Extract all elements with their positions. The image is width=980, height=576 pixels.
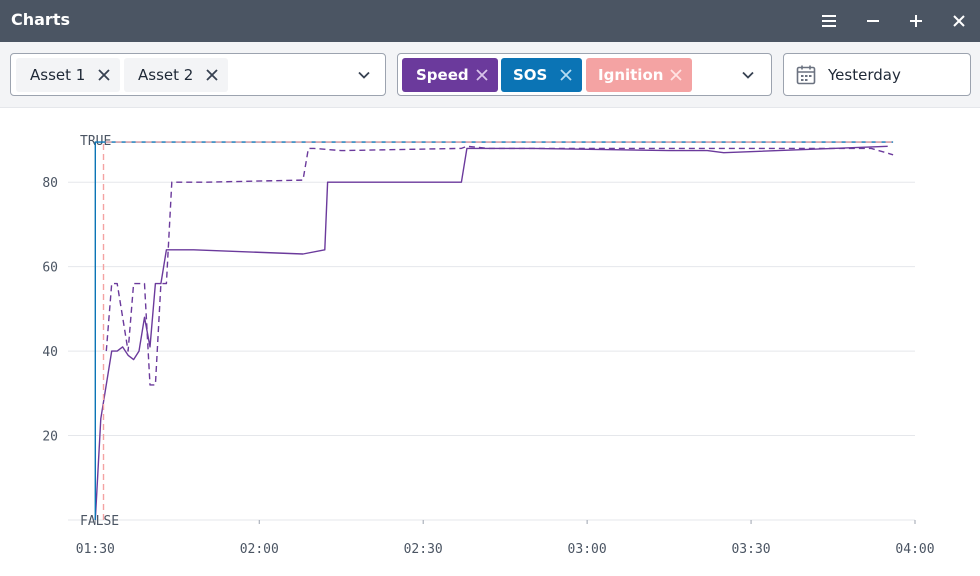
series-line-ignition-asset-1 xyxy=(102,141,894,520)
y-tick-label: 20 xyxy=(42,430,58,445)
remove-icon[interactable] xyxy=(475,68,489,82)
series-line-sos-asset-1 xyxy=(94,141,894,520)
series-line-speed-asset-2 xyxy=(105,145,894,386)
window-title: Charts xyxy=(11,10,70,29)
date-range-label: Yesterday xyxy=(828,66,901,84)
x-tick-label: 02:30 xyxy=(404,542,443,557)
y-tick-label: 40 xyxy=(42,345,58,360)
y-tick-label: 80 xyxy=(42,176,58,191)
date-range-picker[interactable]: Yesterday xyxy=(783,53,971,96)
menu-icon[interactable] xyxy=(815,7,843,35)
title-bar: Charts xyxy=(0,0,980,42)
remove-icon[interactable] xyxy=(559,68,573,82)
x-tick-label: 01:30 xyxy=(76,542,115,557)
maximize-icon[interactable] xyxy=(902,7,930,35)
metric-chip-speed: Speed xyxy=(402,58,498,92)
x-tick-label: 03:00 xyxy=(568,542,607,557)
minimize-icon[interactable] xyxy=(859,7,887,35)
y-tick-label: 60 xyxy=(42,261,58,276)
chevron-down-icon[interactable] xyxy=(741,68,755,82)
metric-chip-label: SOS xyxy=(513,66,548,84)
remove-icon[interactable] xyxy=(205,68,219,82)
asset-select[interactable]: Asset 1 Asset 2 xyxy=(10,53,386,96)
line-chart: 20 40 60 80 01:30 02:00 02:30 03:00 03:30 04:00 TR… xyxy=(0,108,980,576)
x-tick-label: 04:00 xyxy=(895,542,934,557)
remove-icon[interactable] xyxy=(97,68,111,82)
calendar-icon xyxy=(796,65,816,85)
remove-icon[interactable] xyxy=(669,68,683,82)
close-icon[interactable] xyxy=(945,7,973,35)
metric-chip-label: Speed xyxy=(416,66,469,84)
filter-toolbar: Asset 1 Asset 2 Speed SOS Ignition xyxy=(0,42,980,108)
false-label: FALSE xyxy=(80,514,119,529)
asset-chip: Asset 2 xyxy=(124,58,228,92)
asset-chip: Asset 1 xyxy=(16,58,120,92)
metric-chip-ignition: Ignition xyxy=(586,58,692,92)
series-line-speed-asset-1 xyxy=(94,145,888,521)
asset-chip-label: Asset 2 xyxy=(138,66,194,84)
x-tick-label: 03:30 xyxy=(731,542,770,557)
metric-select[interactable]: Speed SOS Ignition xyxy=(397,53,772,96)
asset-chip-label: Asset 1 xyxy=(30,66,86,84)
metric-chip-label: Ignition xyxy=(598,66,664,84)
chevron-down-icon[interactable] xyxy=(357,68,371,82)
metric-chip-sos: SOS xyxy=(501,58,582,92)
x-tick-label: 02:00 xyxy=(240,542,279,557)
